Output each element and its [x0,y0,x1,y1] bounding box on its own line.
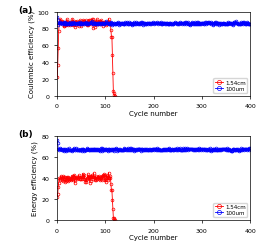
Legend: 1.54cm, 100um: 1.54cm, 100um [213,203,247,217]
Y-axis label: Coulombic efficiency (%): Coulombic efficiency (%) [28,11,35,98]
Text: (b): (b) [18,130,33,138]
Text: (a): (a) [18,6,33,15]
X-axis label: Cycle number: Cycle number [129,234,178,240]
X-axis label: Cycle number: Cycle number [129,110,178,116]
Y-axis label: Energy efficiency (%): Energy efficiency (%) [32,141,38,216]
Legend: 1.54cm, 100um: 1.54cm, 100um [213,79,247,94]
